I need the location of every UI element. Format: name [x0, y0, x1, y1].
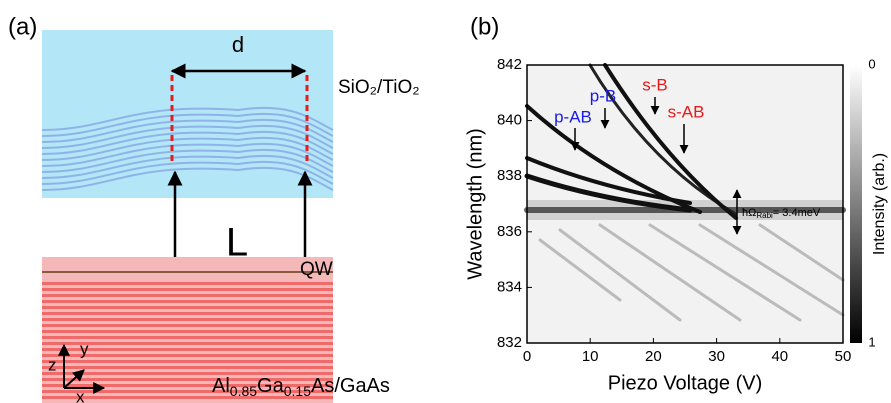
annotation: s-AB [668, 102, 705, 121]
y-label: Wavelength (nm) [464, 128, 486, 280]
stripe [42, 318, 333, 321]
y-tick-label: 834 [497, 278, 522, 295]
stripe [42, 384, 333, 387]
faint-mode [538, 223, 845, 322]
annotation: p-AB [554, 107, 592, 126]
stripe [42, 306, 333, 309]
axis-arrow [63, 369, 85, 389]
y-tick-label: 838 [497, 167, 522, 184]
axis-name: y [80, 339, 89, 358]
text: Ga [257, 375, 285, 397]
layer [41, 112, 334, 137]
colorbar-tick-label: 1 [868, 334, 875, 349]
stripe [42, 360, 333, 363]
colorbar-tick-label: 0 [868, 56, 875, 71]
x-tick-label: 40 [771, 348, 788, 365]
x-tick-label: 0 [523, 348, 531, 365]
x-tick-label: 10 [582, 348, 599, 365]
text: = 3.4meV [773, 207, 821, 219]
mirror-stripes [42, 282, 333, 399]
stripe [42, 366, 333, 369]
stripe [42, 330, 333, 333]
x-tick-label: 20 [645, 348, 662, 365]
annotations: p-AB p-B s-Bs-AB [554, 75, 705, 154]
spectral-map [524, 63, 846, 322]
stripe [42, 300, 333, 303]
layer [41, 124, 334, 149]
axes-glyph [58, 343, 106, 394]
colorbar [850, 65, 862, 343]
l-label: L [226, 221, 248, 265]
text: 0.15 [284, 383, 311, 399]
axis-name: z [48, 355, 57, 374]
bottom-material: Al0.85Ga0.15As/GaAs [212, 375, 390, 398]
y-tick-label: 840 [497, 112, 522, 129]
stripe [42, 348, 333, 351]
annotation: s-B [642, 75, 668, 94]
y-tick-label: 842 [497, 56, 522, 73]
text: 0.85 [230, 383, 257, 399]
rabi-label: ħΩRabi= 3.4meV [742, 207, 821, 220]
stripe [42, 396, 333, 399]
plot-frame [526, 64, 844, 344]
colorbar-label: Intensity (arb.) [871, 153, 888, 255]
stripe [42, 354, 333, 357]
mode-curve [603, 63, 738, 220]
text: Rabi [756, 211, 773, 220]
stripe [42, 282, 333, 285]
annotation: p-B [590, 86, 616, 105]
layer [41, 142, 334, 167]
panel-label: (b) [470, 13, 499, 40]
stripe [42, 378, 333, 381]
text: Al [212, 375, 230, 397]
text: As/GaAs [311, 375, 390, 397]
mode-curve [525, 104, 702, 214]
axes: 0 10 20 30 40 50 832 834 836 838 840 842 0 1 [497, 56, 876, 365]
x-label: Piezo Voltage (V) [608, 372, 763, 394]
d-label: d [232, 32, 244, 57]
stripe [42, 312, 333, 315]
stripe [42, 342, 333, 345]
y-tick-label: 836 [497, 223, 522, 240]
x-tick-label: 50 [835, 348, 852, 365]
mode-curve [524, 173, 693, 213]
stripe [42, 288, 333, 291]
stripe [42, 294, 333, 297]
stripe [42, 390, 333, 393]
stripe [42, 336, 333, 339]
stripe [42, 372, 333, 375]
y-tick-label: 832 [497, 334, 522, 351]
top-material: SiO₂/TiO₂ [338, 77, 420, 98]
axis-name: x [76, 387, 85, 403]
text: ħΩ [742, 207, 756, 219]
stripe [42, 324, 333, 327]
qw-label: QW [300, 259, 333, 280]
x-tick-label: 30 [708, 348, 725, 365]
layer [41, 154, 334, 179]
panel-label: (a) [8, 13, 37, 40]
